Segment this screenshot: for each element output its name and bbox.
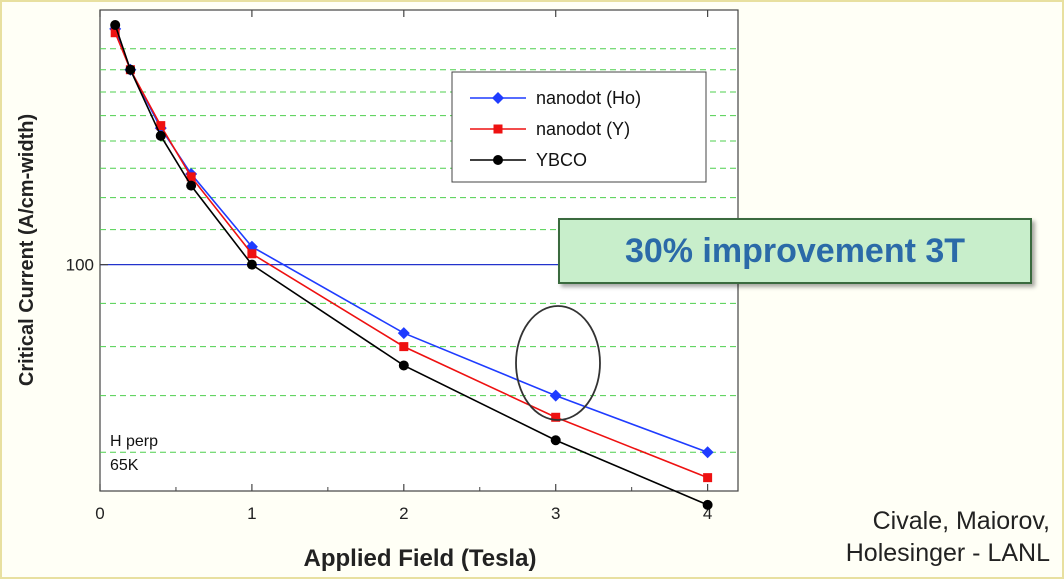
legend-item: nanodot (Y) [470, 119, 630, 139]
data-point [156, 121, 166, 131]
x-tick-label: 2 [399, 504, 408, 523]
data-point [247, 249, 257, 259]
data-point [397, 327, 410, 340]
legend-label: nanodot (Y) [536, 119, 630, 139]
data-point [155, 130, 166, 141]
y-tick-label: 100 [66, 256, 94, 275]
legend-item: nanodot (Ho) [470, 88, 641, 108]
annotation-temperature: 65K [110, 457, 139, 474]
legend: nanodot (Ho) nanodot (Y) YBCO [451, 71, 707, 183]
x-tick-label: 4 [703, 504, 712, 523]
x-tick-label: 0 [95, 504, 104, 523]
data-point [110, 19, 121, 30]
series-line [114, 24, 708, 506]
credit-line-2: Holesinger - LANL [845, 539, 1050, 567]
legend-item: YBCO [470, 150, 587, 170]
data-point [703, 473, 713, 483]
data-point [125, 64, 136, 75]
data-point [701, 446, 714, 459]
series-2 [110, 19, 713, 510]
x-axis-title: Applied Field (Tesla) [304, 545, 537, 572]
series-group [109, 19, 714, 510]
data-point [186, 180, 197, 191]
axes: 0 1 2 3 4 100 [66, 10, 712, 523]
improvement-callout: 30% improvement 3T [558, 218, 1032, 284]
data-point [551, 412, 561, 422]
x-tick-label: 3 [551, 504, 560, 523]
data-point [550, 435, 561, 446]
data-point [549, 389, 562, 402]
credit-text: Civale, Maiorov, Holesinger - LANL [780, 505, 1050, 569]
data-point [246, 259, 257, 270]
highlight-ellipse [515, 305, 601, 421]
data-point [398, 360, 409, 371]
data-point [399, 342, 409, 352]
credit-line-1: Civale, Maiorov, [872, 507, 1050, 535]
legend-marker [493, 124, 503, 134]
legend-marker [493, 155, 503, 165]
y-axis-title: Critical Current (A/cm-width) [16, 114, 38, 386]
data-point [186, 172, 196, 182]
legend-label: nanodot (Ho) [536, 88, 641, 108]
data-point [110, 28, 120, 38]
legend-label: YBCO [536, 150, 587, 170]
annotation-h-perp: H perp [110, 433, 158, 450]
x-tick-label: 1 [247, 504, 256, 523]
data-point [702, 499, 713, 510]
legend-marker [492, 92, 504, 104]
